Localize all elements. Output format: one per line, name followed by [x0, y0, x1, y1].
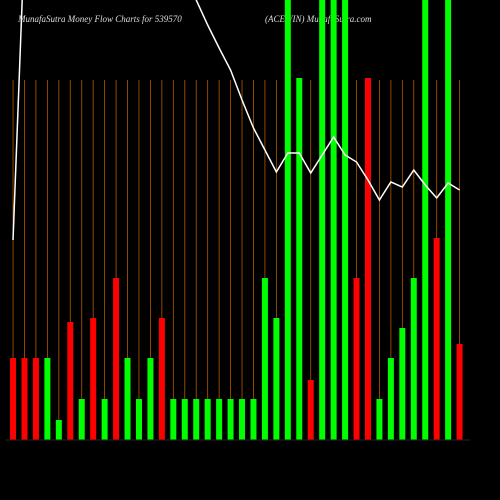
bar: [135, 399, 142, 440]
bar: [239, 399, 246, 440]
bar: [67, 322, 74, 440]
bar: [296, 78, 303, 440]
bar: [158, 318, 165, 440]
bar: [170, 399, 177, 440]
chart-subtitle: (ACEWIN) MunafaSutra.com: [265, 14, 372, 24]
bar: [307, 380, 314, 440]
bar: [101, 399, 108, 440]
bar: [319, 0, 326, 440]
bar: [216, 399, 223, 440]
bar: [147, 358, 154, 440]
bar: [193, 399, 200, 440]
bar: [10, 358, 17, 440]
bar: [399, 328, 406, 440]
bar: [21, 358, 28, 440]
bar: [456, 344, 463, 440]
bar: [55, 420, 62, 440]
bar: [261, 278, 268, 440]
bar: [342, 0, 349, 440]
bar: [273, 318, 280, 440]
bar: [32, 358, 39, 440]
bar: [90, 318, 97, 440]
bar: [364, 78, 371, 440]
bar: [330, 0, 337, 440]
chart-title: MunafaSutra Money Flow Charts for 539570: [17, 14, 182, 24]
bar: [410, 278, 417, 440]
bar: [113, 278, 120, 440]
bar: [353, 278, 360, 440]
money-flow-line: [12, 0, 460, 241]
bar: [422, 0, 429, 440]
bar: [445, 0, 452, 440]
bar: [204, 399, 211, 440]
bar: [227, 399, 234, 440]
bar: [433, 238, 440, 440]
bar: [387, 358, 394, 440]
bar: [250, 399, 257, 440]
bar: [284, 0, 291, 440]
bar: [124, 358, 131, 440]
bar: [181, 399, 188, 440]
bar: [44, 358, 51, 440]
bar: [78, 399, 85, 440]
bar: [376, 399, 383, 440]
